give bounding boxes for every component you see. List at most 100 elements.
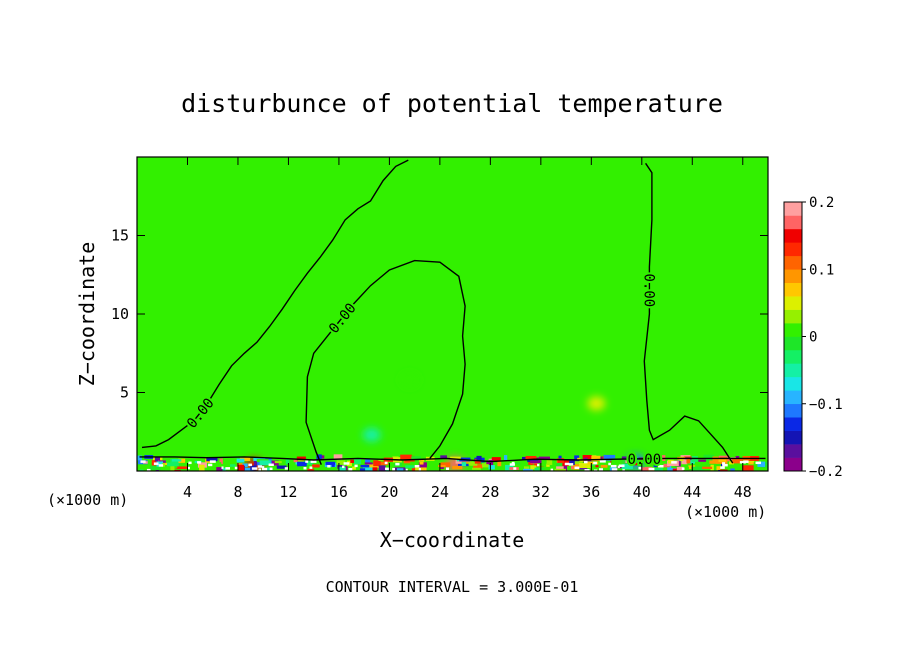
surface-cell-151 (557, 460, 570, 467)
surface-cell-222 (676, 466, 684, 471)
y-axis-label: Z−coordinate (75, 242, 99, 387)
surface-gap-50 (384, 461, 388, 465)
surface-cell-201 (372, 467, 378, 471)
surface-cell-244 (488, 459, 494, 466)
surface-gap-61 (234, 466, 238, 470)
surface-gap-4 (257, 465, 263, 468)
surface-cell-64 (574, 455, 580, 462)
x-tick-label: 12 (279, 483, 297, 501)
surface-cell-210 (698, 459, 707, 462)
surface-gap-51 (395, 462, 400, 466)
x-tick-label: 40 (633, 483, 651, 501)
colorbar-swatch-9 (784, 336, 802, 351)
colorbar-swatch-19 (784, 202, 802, 216)
surface-cell-250 (497, 460, 502, 467)
surface-gap-8 (722, 463, 728, 467)
surface-gap-27 (405, 468, 408, 471)
surface-gap-15 (327, 465, 331, 468)
surface-cell-196 (418, 459, 425, 462)
colorbar-swatch-0 (784, 457, 802, 472)
surface-gap-64 (599, 468, 603, 471)
surface-cell-28 (219, 458, 223, 465)
surface-gap-13 (268, 463, 274, 467)
surface-cell-38 (325, 461, 336, 465)
colorbar-swatch-1 (784, 444, 802, 458)
colorbar-swatch-12 (784, 296, 802, 310)
surface-cell-185 (554, 468, 566, 471)
contour-interval-note: CONTOUR INTERVAL = 3.000E-01 (326, 578, 579, 596)
surface-cell-147 (587, 461, 599, 465)
surface-cell-113 (461, 461, 471, 464)
surface-cell-30 (293, 459, 301, 463)
surface-cell-146 (603, 454, 616, 461)
surface-cell-234 (378, 465, 386, 471)
surface-cell-0 (137, 455, 142, 461)
surface-cell-124 (154, 456, 161, 462)
anomaly-patch-1 (362, 427, 381, 442)
surface-cell-208 (307, 468, 315, 471)
surface-cell-184 (352, 466, 356, 470)
surface-gap-67 (348, 467, 353, 471)
surface-gap-45 (248, 463, 253, 467)
surface-gap-46 (258, 468, 262, 471)
surface-gap-35 (146, 468, 151, 471)
contour-line-2 (643, 162, 734, 464)
x-tick-label: 32 (532, 483, 550, 501)
colorbar-swatch-16 (784, 242, 802, 257)
surface-cell-102 (688, 460, 696, 464)
colorbar: 0.2 0.1 0 −0.1 −0.2 (783, 195, 843, 480)
surface-cell-228 (304, 460, 314, 465)
y-tick-label: 5 (120, 384, 129, 402)
y-tick-label: 10 (111, 305, 129, 323)
colorbar-swatch-8 (784, 349, 802, 364)
surface-gap-68 (225, 467, 231, 470)
surface-cell-162 (730, 468, 735, 471)
surface-gap-26 (342, 465, 345, 469)
surface-cell-152 (171, 459, 182, 462)
surface-cell-226 (156, 461, 164, 467)
surface-gap-28 (755, 461, 762, 465)
plot-clip-group (137, 157, 768, 471)
surface-cell-223 (160, 465, 171, 471)
surface-cell-216 (236, 458, 245, 463)
surface-cell-259 (405, 465, 415, 469)
surface-cell-119 (667, 467, 676, 471)
surface-gap-55 (622, 469, 625, 471)
surface-cell-72 (644, 466, 653, 471)
surface-cell-194 (625, 460, 629, 463)
surface-cell-139 (591, 455, 601, 462)
surface-gap-47 (618, 464, 625, 468)
surface-gap-30 (511, 461, 515, 465)
x-tick-label: 4 (183, 483, 192, 501)
surface-gap-12 (221, 466, 224, 469)
x-tick-label: 16 (330, 483, 348, 501)
surface-cell-86 (621, 463, 633, 470)
surface-cell-209 (709, 460, 719, 464)
surface-cell-230 (206, 457, 218, 462)
surface-cell-49 (440, 455, 447, 459)
surface-gap-66 (739, 461, 746, 464)
anomaly-patch-0 (400, 372, 419, 387)
surface-cell-65 (578, 467, 588, 470)
contour-line-3 (139, 456, 766, 463)
colorbar-swatch-14 (784, 269, 802, 283)
surface-cell-157 (556, 466, 568, 471)
surface-cell-116 (681, 459, 688, 465)
surface-cell-100 (336, 460, 346, 465)
surface-cell-82 (178, 458, 186, 463)
colorbar-swatch-4 (784, 403, 802, 418)
contour-line-0 (141, 159, 409, 449)
surface-cell-115 (274, 461, 282, 464)
surface-cell-160 (530, 460, 542, 463)
colorbar-swatch-3 (784, 417, 802, 431)
surface-gap-0 (140, 460, 146, 463)
surface-cell-20 (617, 465, 623, 469)
contour-line-1 (305, 259, 466, 465)
surface-cell-248 (450, 456, 461, 460)
surface-gap-7 (513, 467, 517, 470)
heatmap-background (137, 157, 768, 471)
surface-cell-141 (193, 468, 198, 471)
surface-cell-122 (703, 454, 715, 461)
